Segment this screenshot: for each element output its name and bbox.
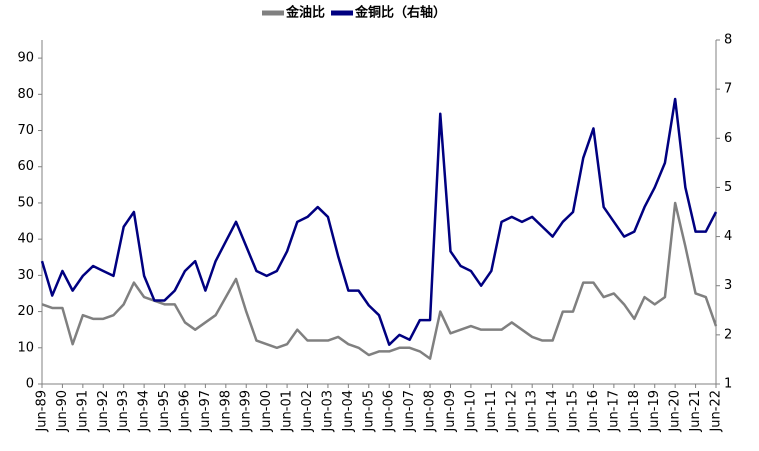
series-line	[40, 97, 718, 346]
x-tick-label: Jun-16	[586, 390, 601, 433]
x-tick-label: Jun-12	[504, 390, 519, 433]
y-tick-label: 0	[26, 377, 34, 392]
y-tick-label: 50	[17, 195, 34, 210]
y2-tick-label: 1	[724, 377, 732, 392]
x-tick-label: Jun-97	[198, 390, 213, 433]
x-tick-label: Jun-03	[320, 390, 335, 433]
x-tick-label: Jun-06	[382, 390, 397, 433]
x-tick-label: Jun-22	[709, 390, 724, 433]
series-line	[41, 201, 718, 360]
y2-tick-label: 4	[724, 229, 732, 244]
x-tick-label: Jun-11	[484, 390, 499, 433]
x-tick-label: Jun-19	[647, 390, 662, 433]
legend-label: 金油比	[285, 5, 325, 21]
x-tick-label: Jun-90	[55, 390, 70, 433]
x-tick-label: Jun-99	[239, 390, 254, 433]
x-tick-label: Jun-98	[218, 390, 233, 433]
y2-tick-label: 2	[724, 327, 732, 342]
y-tick-label: 70	[17, 123, 34, 138]
y2-tick-label: 7	[724, 82, 732, 97]
legend-label: 金铜比（右轴）	[354, 5, 446, 21]
x-tick-label: Jun-92	[96, 390, 111, 433]
x-tick-label: Jun-96	[177, 390, 192, 433]
y2-tick-label: 6	[724, 131, 732, 146]
x-tick-label: Jun-18	[627, 390, 642, 433]
x-tick-label: Jun-01	[280, 390, 295, 433]
x-tick-label: Jun-09	[443, 390, 458, 433]
x-tick-label: Jun-10	[463, 390, 478, 433]
x-tick-label: Jun-94	[137, 390, 152, 433]
x-tick-label: Jun-05	[361, 390, 376, 433]
x-tick-label: Jun-00	[259, 390, 274, 433]
y-tick-label: 10	[17, 340, 34, 355]
x-tick-label: Jun-17	[606, 390, 621, 433]
x-tick-label: Jun-21	[688, 390, 703, 433]
y-tick-label: 60	[17, 159, 34, 174]
x-tick-label: Jun-20	[668, 390, 683, 433]
y2-tick-label: 8	[724, 33, 732, 48]
x-tick-label: Jun-13	[525, 390, 540, 433]
x-tick-label: Jun-91	[75, 390, 90, 433]
y-tick-label: 90	[17, 51, 34, 66]
x-tick-label: Jun-14	[545, 390, 560, 433]
x-tick-label: Jun-15	[566, 390, 581, 433]
y-tick-label: 80	[17, 87, 34, 102]
y-tick-label: 20	[17, 304, 34, 319]
x-tick-label: Jun-95	[157, 390, 172, 433]
x-tick-label: Jun-07	[402, 390, 417, 433]
x-tick-label: Jun-93	[116, 390, 131, 433]
x-tick-label: Jun-04	[341, 390, 356, 433]
y-tick-label: 40	[17, 232, 34, 247]
y-tick-label: 30	[17, 268, 34, 283]
x-tick-label: Jun-08	[423, 390, 438, 433]
y2-tick-label: 5	[724, 180, 732, 195]
y2-tick-label: 3	[724, 278, 732, 293]
x-tick-label: Jun-02	[300, 390, 315, 433]
x-tick-label: Jun-89	[35, 390, 50, 433]
